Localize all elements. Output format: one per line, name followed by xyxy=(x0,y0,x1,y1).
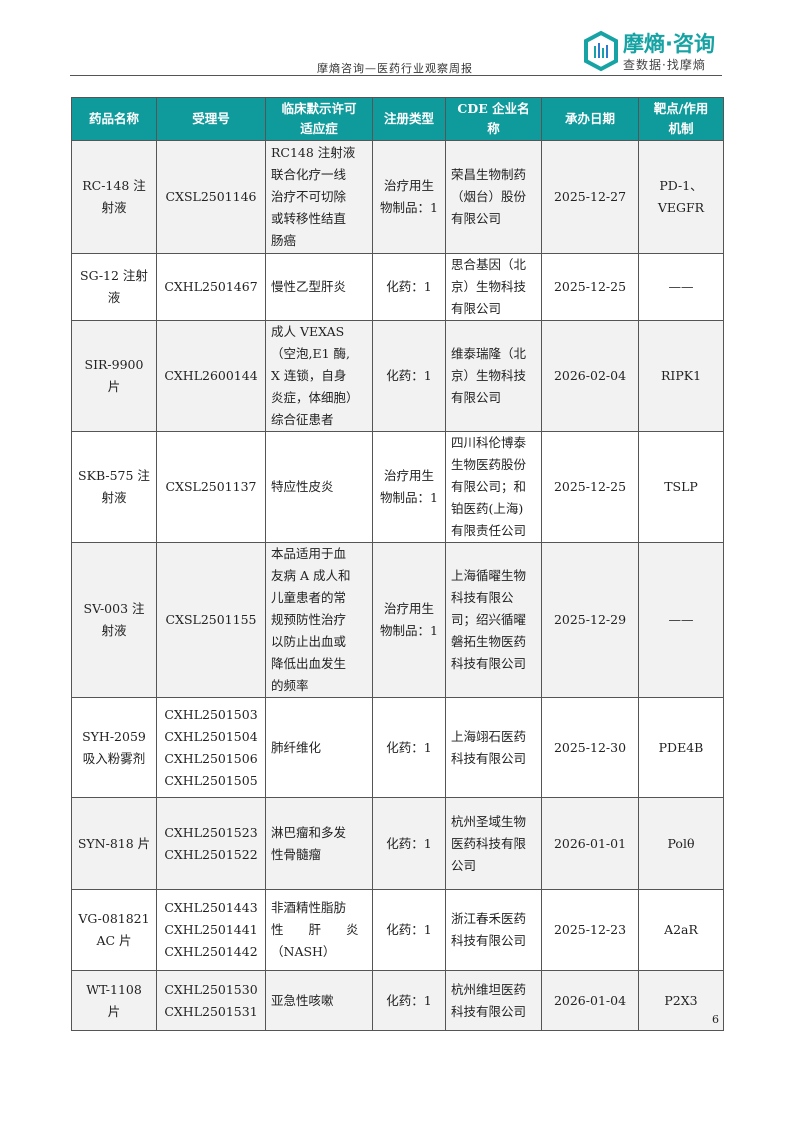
cell-acceptance-no: CXSL2501146 xyxy=(156,140,266,254)
cell-date: 2025-12-29 xyxy=(541,542,639,698)
column-header-registration-type: 注册类型 xyxy=(372,97,446,141)
column-header-indication: 临床默示许可 适应症 xyxy=(265,97,373,141)
cell-date: 2026-01-04 xyxy=(541,970,639,1031)
cell-company: 浙江春禾医药 科技有限公司 xyxy=(445,889,542,971)
cell-target: PDE4B xyxy=(638,697,724,798)
cell-target: PD-1、 VEGFR xyxy=(638,140,724,254)
cell-acceptance-no: CXSL2501137 xyxy=(156,431,266,543)
cell-target: TSLP xyxy=(638,431,724,543)
cell-drug-name: SKB-575 注 射液 xyxy=(71,431,157,543)
cell-company: 上海循曜生物 科技有限公 司；绍兴循曜 磐拓生物医药 科技有限公司 xyxy=(445,542,542,698)
cell-indication: RC148 注射液 联合化疗一线 治疗不可切除 或转移性结直 肠癌 xyxy=(265,140,373,254)
cell-drug-name: SV-003 注 射液 xyxy=(71,542,157,698)
cell-date: 2025-12-25 xyxy=(541,253,639,321)
cell-company: 杭州维坦医药 科技有限公司 xyxy=(445,970,542,1031)
cell-registration-type: 化药：1 xyxy=(372,970,446,1031)
cell-company: 四川科伦博泰 生物医药股份 有限公司；和 铂医药(上海) 有限责任公司 xyxy=(445,431,542,543)
cell-indication: 肺纤维化 xyxy=(265,697,373,798)
column-header-date: 承办日期 xyxy=(541,97,639,141)
report-title: 摩熵咨询—医药行业观察周报 xyxy=(317,62,473,75)
cell-drug-name: SG-12 注射 液 xyxy=(71,253,157,321)
cell-registration-type: 化药：1 xyxy=(372,797,446,890)
cell-indication: 慢性乙型肝炎 xyxy=(265,253,373,321)
column-header-acceptance-no: 受理号 xyxy=(156,97,266,141)
column-header-drug-name: 药品名称 xyxy=(71,97,157,141)
cell-acceptance-no: CXHL2501503 CXHL2501504 CXHL2501506 CXHL… xyxy=(156,697,266,798)
cell-drug-name: SYN-818 片 xyxy=(71,797,157,890)
cell-company: 维泰瑞隆（北 京）生物科技 有限公司 xyxy=(445,320,542,432)
logo-icon xyxy=(584,30,618,72)
logo: 摩熵·咨询 查数据·找摩熵 xyxy=(583,30,723,74)
cell-drug-name: VG-081821 AC 片 xyxy=(71,889,157,971)
cell-indication: 本品适用于血 友病 A 成人和 儿童患者的常 规预防性治疗 以防止出血或 降低出… xyxy=(265,542,373,698)
cell-date: 2025-12-25 xyxy=(541,431,639,543)
cell-acceptance-no: CXSL2501155 xyxy=(156,542,266,698)
cell-date: 2025-12-23 xyxy=(541,889,639,971)
cell-registration-type: 化药：1 xyxy=(372,320,446,432)
cell-registration-type: 治疗用生 物制品：1 xyxy=(372,431,446,543)
cell-drug-name: SIR-9900 片 xyxy=(71,320,157,432)
cell-indication: 亚急性咳嗽 xyxy=(265,970,373,1031)
cell-target: A2aR xyxy=(638,889,724,971)
cell-indication: 非酒精性脂肪 性 肝 炎 （NASH） xyxy=(265,889,373,971)
table-row: SIR-9900 片 CXHL2600144 成人 VEXAS （空泡,E1 酶, … xyxy=(71,320,724,432)
cell-date: 2025-12-27 xyxy=(541,140,639,254)
cell-target: —— xyxy=(638,542,724,698)
cell-acceptance-no: CXHL2501530 CXHL2501531 xyxy=(156,970,266,1031)
cell-date: 2026-02-04 xyxy=(541,320,639,432)
table-row: SKB-575 注 射液 CXSL2501137 特应性皮炎 治疗用生 物制品：1 四川… xyxy=(71,431,724,543)
cell-company: 荣昌生物制药 （烟台）股份 有限公司 xyxy=(445,140,542,254)
cell-company: 上海翊石医药 科技有限公司 xyxy=(445,697,542,798)
cell-target: Polθ xyxy=(638,797,724,890)
cell-target: RIPK1 xyxy=(638,320,724,432)
drug-approval-table: 药品名称 受理号 临床默示许可 适应症 注册类型 CDE 企业名 称承办日期 靶点/作用 … xyxy=(71,97,724,1031)
cell-registration-type: 治疗用生 物制品：1 xyxy=(372,140,446,254)
table-row: WT-1108 片 CXHL2501530 CXHL2501531 亚急性咳嗽 化药：… xyxy=(71,970,724,1031)
cell-company: 杭州圣域生物 医药科技有限 公司 xyxy=(445,797,542,890)
cell-date: 2026-01-01 xyxy=(541,797,639,890)
cell-acceptance-no: CXHL2501467 xyxy=(156,253,266,321)
cell-drug-name: SYH-2059 吸入粉雾剂 xyxy=(71,697,157,798)
table-row: SV-003 注 射液 CXSL2501155 本品适用于血 友病 A 成人和 儿童… xyxy=(71,542,724,698)
cell-registration-type: 化药：1 xyxy=(372,253,446,321)
cell-registration-type: 化药：1 xyxy=(372,697,446,798)
column-header-company: CDE 企业名 称 xyxy=(445,97,542,141)
cell-indication: 特应性皮炎 xyxy=(265,431,373,543)
cell-target: P2X3 xyxy=(638,970,724,1031)
page-number: 6 xyxy=(712,1013,719,1026)
cell-acceptance-no: CXHL2501443 CXHL2501441 CXHL2501442 xyxy=(156,889,266,971)
cell-indication: 淋巴瘤和多发 性骨髓瘤 xyxy=(265,797,373,890)
logo-text: 摩熵·咨询 xyxy=(623,32,715,56)
cell-date: 2025-12-30 xyxy=(541,697,639,798)
cell-acceptance-no: CXHL2600144 xyxy=(156,320,266,432)
table-row: SYN-818 片 CXHL2501523 CXHL2501522 淋巴瘤和多发 性… xyxy=(71,797,724,890)
logo-slogan: 查数据·找摩熵 xyxy=(623,58,706,72)
table-row: SYH-2059 吸入粉雾剂 CXHL2501503 CXHL2501504 CX… xyxy=(71,697,724,798)
table-row: SG-12 注射 液 CXHL2501467 慢性乙型肝炎 化药：1 思合基因（北 京）… xyxy=(71,253,724,321)
table-header-row: 药品名称 受理号 临床默示许可 适应症 注册类型 CDE 企业名 称承办日期 靶点/作用 … xyxy=(71,97,724,141)
cell-target: —— xyxy=(638,253,724,321)
cell-indication: 成人 VEXAS （空泡,E1 酶, X 连锁，自身 炎症，体细胞） 综合征患者 xyxy=(265,320,373,432)
cell-registration-type: 化药：1 xyxy=(372,889,446,971)
cell-registration-type: 治疗用生 物制品：1 xyxy=(372,542,446,698)
cell-drug-name: RC-148 注 射液 xyxy=(71,140,157,254)
header-divider xyxy=(70,75,722,76)
table-row: RC-148 注 射液 CXSL2501146 RC148 注射液 联合化疗一线 治… xyxy=(71,140,724,254)
column-header-target: 靶点/作用 机制 xyxy=(638,97,724,141)
cell-drug-name: WT-1108 片 xyxy=(71,970,157,1031)
cell-acceptance-no: CXHL2501523 CXHL2501522 xyxy=(156,797,266,890)
table-row: VG-081821 AC 片 CXHL2501443 CXHL2501441 CX… xyxy=(71,889,724,971)
cell-company: 思合基因（北 京）生物科技 有限公司 xyxy=(445,253,542,321)
